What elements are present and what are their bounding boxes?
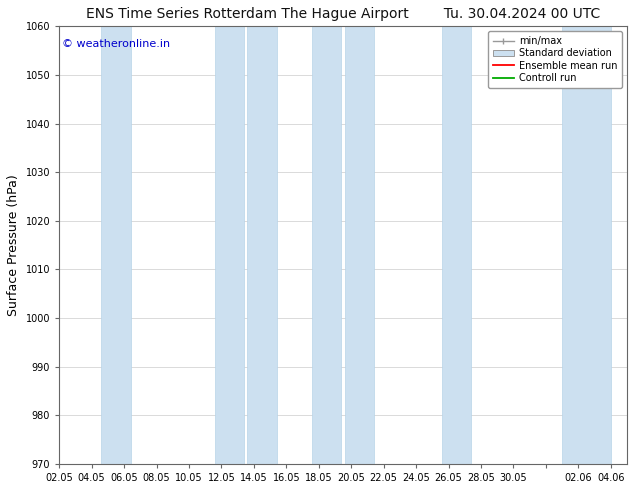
Y-axis label: Surface Pressure (hPa): Surface Pressure (hPa) bbox=[7, 174, 20, 316]
Bar bbox=[215, 26, 244, 464]
Legend: min/max, Standard deviation, Ensemble mean run, Controll run: min/max, Standard deviation, Ensemble me… bbox=[488, 31, 622, 88]
Bar bbox=[101, 26, 131, 464]
Title: ENS Time Series Rotterdam The Hague Airport        Tu. 30.04.2024 00 UTC: ENS Time Series Rotterdam The Hague Airp… bbox=[86, 7, 600, 21]
Bar bbox=[247, 26, 276, 464]
Bar bbox=[313, 26, 342, 464]
Bar bbox=[345, 26, 374, 464]
Text: © weatheronline.in: © weatheronline.in bbox=[62, 39, 170, 49]
Bar bbox=[562, 26, 611, 464]
Bar bbox=[442, 26, 471, 464]
